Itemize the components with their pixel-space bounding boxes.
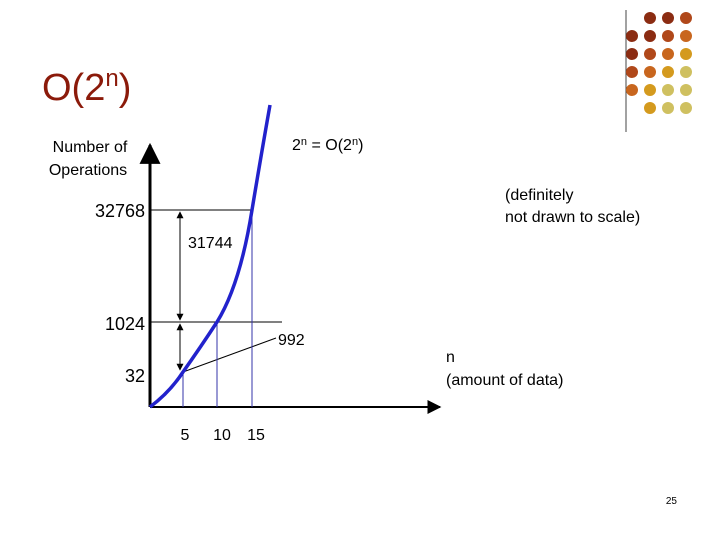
- x-label: 15: [247, 427, 265, 444]
- curve-label: 2n = O(2n): [292, 136, 363, 154]
- difference: 992: [278, 332, 305, 349]
- difference: 31744: [188, 235, 233, 252]
- axes: [139, 142, 442, 414]
- y-axis-label: Number of: [53, 139, 128, 156]
- note: (definitely: [505, 187, 573, 204]
- y-axis-label: Operations: [49, 162, 127, 179]
- y-label: 32: [125, 366, 145, 386]
- y-label: 1024: [105, 314, 145, 334]
- decor-dots: [625, 10, 692, 132]
- x-axis-label: n: [446, 349, 455, 366]
- page-number: 25: [666, 496, 678, 507]
- x-label: 10: [213, 427, 231, 444]
- y-label: 32768: [95, 201, 145, 221]
- curve: [148, 104, 272, 409]
- title: O(2n): [42, 65, 131, 109]
- note: not drawn to scale): [505, 209, 640, 226]
- x-label: 5: [181, 427, 190, 444]
- x-axis-label: (amount of data): [446, 372, 563, 389]
